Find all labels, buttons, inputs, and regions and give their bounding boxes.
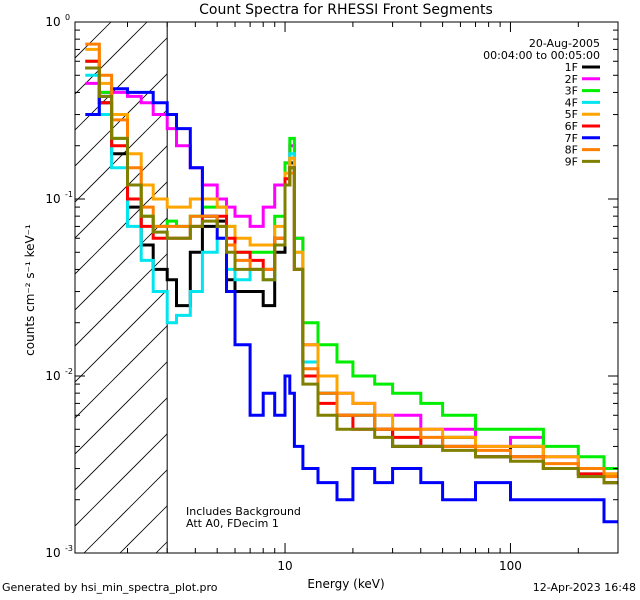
chart-title: Count Spectra for RHESSI Front Segments [199,2,493,18]
series-7F [85,87,618,524]
series-5F [85,47,618,476]
legend-label: 2F [565,73,578,86]
note-attenuator: Att A0, FDecim 1 [186,517,279,530]
legend-label: 1F [565,61,578,74]
y-axis-label: counts cm⁻² s⁻¹ keV⁻¹ [23,224,37,356]
legend-label: 5F [565,108,578,121]
y-tick-exponent: 0 [65,13,70,22]
date-label: 20-Aug-2005 [529,37,600,50]
time-range-label: 00:04:00 to 00:05:00 [483,49,600,62]
footer-generated-by: Generated by hsi_min_spectra_plot.pro [2,581,218,594]
y-tick-exponent: -3 [65,544,73,553]
footer-timestamp: 12-Apr-2023 16:48 [532,581,636,594]
y-tick-label: 10 [45,192,60,206]
x-tick-label: 10 [277,559,292,573]
y-tick-label: 10 [45,369,60,383]
legend-label: 7F [565,132,578,145]
legend-label: 8F [565,144,578,157]
legend-label: 9F [565,155,578,168]
y-tick-exponent: -1 [65,190,73,199]
y-tick-label: 10 [45,15,60,29]
y-tick-exponent: -2 [65,367,73,376]
y-tick-label: 10 [45,546,60,560]
series-9F [85,66,618,485]
x-axis-label: Energy (keV) [307,577,384,591]
note-background: Includes Background [186,505,301,518]
x-tick-label: 100 [499,559,522,573]
legend-label: 3F [565,85,578,98]
legend-label: 4F [565,96,578,109]
legend-label: 6F [565,120,578,133]
plot-frame [74,21,619,554]
hatch-line [75,22,184,131]
hatch-line [75,22,220,167]
